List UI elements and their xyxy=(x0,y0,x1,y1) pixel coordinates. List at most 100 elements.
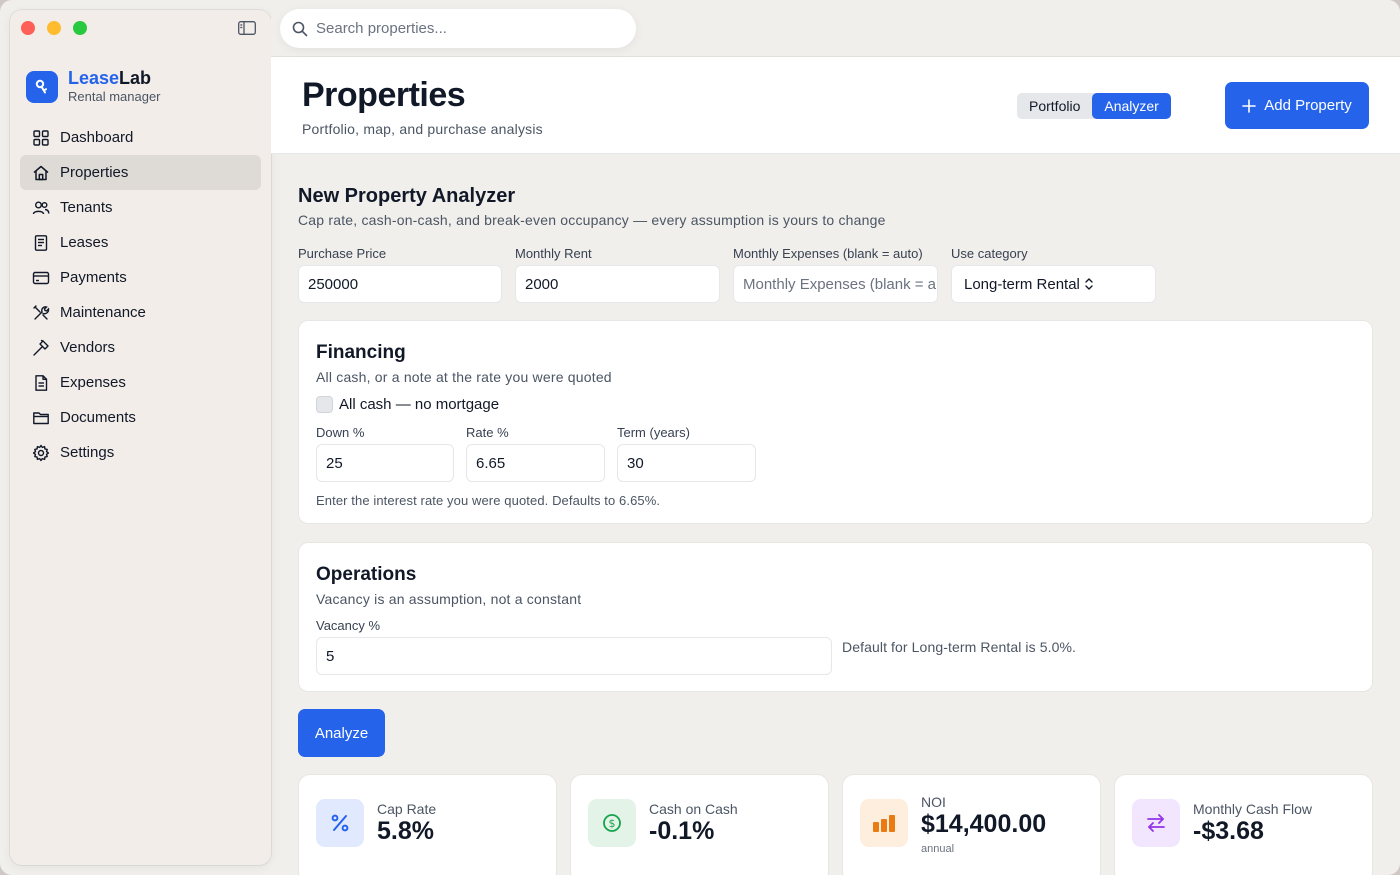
monthly-rent-input[interactable] xyxy=(525,275,719,293)
tools-icon xyxy=(33,304,50,320)
key-icon xyxy=(26,71,58,103)
analyze-button[interactable]: Analyze xyxy=(298,709,385,757)
purchase-price-field[interactable] xyxy=(298,265,502,303)
all-cash-toggle[interactable]: All cash — no mortgage xyxy=(316,396,499,413)
grid-icon xyxy=(33,129,49,146)
brand-name: LeaseLab xyxy=(68,68,152,88)
monthly-expenses-field[interactable] xyxy=(733,265,938,303)
down-input[interactable] xyxy=(326,454,453,472)
svg-text:$: $ xyxy=(609,817,616,830)
metric-footnote: annual xyxy=(921,843,955,855)
sidebar: LeaseLab Rental manager Dashboard Proper… xyxy=(10,10,271,865)
purchase-price-label: Purchase Price xyxy=(298,246,387,261)
monthly-rent-field[interactable] xyxy=(515,265,720,303)
gear-icon xyxy=(32,444,50,461)
use-category-label: Use category xyxy=(951,246,1028,261)
minimize-window-button[interactable] xyxy=(47,21,61,35)
add-property-label: Add Property xyxy=(1264,97,1352,114)
sidebar-item-label: Properties xyxy=(60,164,129,181)
monthly-rent-label: Monthly Rent xyxy=(515,246,592,261)
metric-value: 5.8% xyxy=(377,817,434,845)
down-label: Down % xyxy=(316,425,365,440)
metric-card-cash-on-cash: $ Cash on Cash -0.1% xyxy=(570,774,829,875)
search-input[interactable] xyxy=(316,20,616,37)
monthly-expenses-label: Monthly Expenses (blank = auto) xyxy=(733,246,923,261)
brand: LeaseLab Rental manager xyxy=(26,68,161,106)
document-icon xyxy=(34,234,48,251)
metric-card-cap-rate: Cap Rate 5.8% xyxy=(298,774,557,875)
add-property-button[interactable]: Add Property xyxy=(1225,82,1369,129)
hammer-icon xyxy=(33,339,49,356)
sidebar-item-label: Dashboard xyxy=(60,129,134,146)
sidebar-item-label: Maintenance xyxy=(60,304,146,321)
zoom-window-button[interactable] xyxy=(73,21,87,35)
sidebar-toggle-icon[interactable] xyxy=(238,21,256,35)
use-category-select[interactable]: Long-term Rental xyxy=(951,265,1156,303)
sidebar-item-leases[interactable]: Leases xyxy=(20,225,261,260)
term-field[interactable] xyxy=(617,444,756,482)
sidebar-item-expenses[interactable]: Expenses xyxy=(20,365,261,400)
toolbar xyxy=(271,0,1400,57)
chevron-updown-icon xyxy=(1085,278,1093,290)
sidebar-item-documents[interactable]: Documents xyxy=(20,400,261,435)
rate-field[interactable] xyxy=(466,444,605,482)
plus-icon xyxy=(1242,98,1257,113)
operations-title: Operations xyxy=(316,564,417,585)
term-label: Term (years) xyxy=(617,425,690,440)
tab-portfolio[interactable]: Portfolio xyxy=(1029,98,1081,114)
sidebar-item-label: Documents xyxy=(60,409,136,426)
sidebar-item-label: Payments xyxy=(60,269,127,286)
vacancy-field[interactable] xyxy=(316,637,832,675)
metric-label: NOI xyxy=(921,794,946,810)
sidebar-item-settings[interactable]: Settings xyxy=(20,435,261,470)
metric-label: Cash on Cash xyxy=(649,801,738,817)
all-cash-label: All cash — no mortgage xyxy=(339,396,500,413)
analyzer-title: New Property Analyzer xyxy=(298,185,516,207)
sidebar-nav: Dashboard Properties Tenants Leases Paym… xyxy=(20,120,261,470)
view-segmented-control: Portfolio Analyzer xyxy=(1017,93,1171,119)
sidebar-item-maintenance[interactable]: Maintenance xyxy=(20,295,261,330)
page-title: Properties xyxy=(302,76,466,114)
metric-value: -0.1% xyxy=(649,817,715,845)
operations-card: Operations Vacancy is an assumption, not… xyxy=(298,542,1373,692)
all-cash-checkbox[interactable] xyxy=(316,396,333,413)
brand-subtitle: Rental manager xyxy=(68,89,161,104)
vacancy-hint: Default for Long-term Rental is 5.0%. xyxy=(842,639,1077,655)
sidebar-item-dashboard[interactable]: Dashboard xyxy=(20,120,261,155)
purchase-price-input[interactable] xyxy=(308,275,501,293)
metric-value: $14,400.00 xyxy=(921,810,1047,838)
folder-icon xyxy=(33,411,49,424)
search-icon xyxy=(292,21,308,36)
rate-input[interactable] xyxy=(476,454,604,472)
sidebar-item-label: Vendors xyxy=(60,339,116,356)
sidebar-item-properties[interactable]: Properties xyxy=(20,155,261,190)
tab-analyzer[interactable]: Analyzer xyxy=(1092,93,1171,119)
operations-subtitle: Vacancy is an assumption, not a constant xyxy=(316,591,582,607)
close-window-button[interactable] xyxy=(21,21,35,35)
sidebar-item-label: Tenants xyxy=(60,199,113,216)
down-field[interactable] xyxy=(316,444,454,482)
sidebar-item-tenants[interactable]: Tenants xyxy=(20,190,261,225)
financing-subtitle: All cash, or a note at the rate you were… xyxy=(316,369,612,385)
vacancy-label: Vacancy % xyxy=(316,618,381,633)
use-category-value: Long-term Rental xyxy=(964,275,1080,293)
rate-label: Rate % xyxy=(466,425,509,440)
sidebar-item-label: Expenses xyxy=(60,374,126,391)
sidebar-item-vendors[interactable]: Vendors xyxy=(20,330,261,365)
metric-label: Monthly Cash Flow xyxy=(1193,801,1313,817)
metric-label: Cap Rate xyxy=(377,801,437,817)
financing-title: Financing xyxy=(316,342,406,363)
vacancy-input[interactable] xyxy=(326,647,831,665)
people-icon xyxy=(32,201,50,214)
monthly-expenses-input[interactable] xyxy=(743,275,937,293)
term-input[interactable] xyxy=(627,454,755,472)
sidebar-item-payments[interactable]: Payments xyxy=(20,260,261,295)
financing-hint: Enter the interest rate you were quoted.… xyxy=(316,493,661,508)
search-bar[interactable] xyxy=(280,9,636,48)
window-controls xyxy=(21,21,87,35)
credit-card-icon xyxy=(32,271,50,284)
metric-card-noi: NOI $14,400.00 annual xyxy=(842,774,1101,875)
arrows-swap-icon xyxy=(1132,799,1180,847)
metrics-row: Cap Rate 5.8% $ Cash on Cash -0.1% NOI $… xyxy=(298,774,1373,875)
